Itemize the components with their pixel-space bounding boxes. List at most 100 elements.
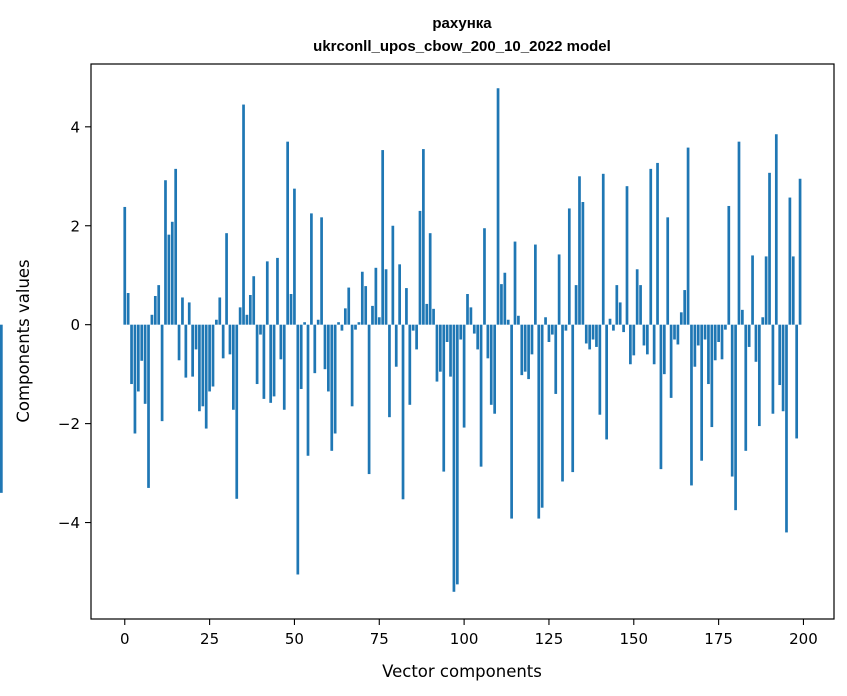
bar-33 xyxy=(235,324,239,499)
bar-154 xyxy=(646,324,649,355)
bar-94 xyxy=(442,324,446,472)
bar-1 xyxy=(126,293,130,325)
bar-65 xyxy=(343,308,347,325)
bar-105 xyxy=(479,324,483,467)
bar-51 xyxy=(296,324,300,575)
bar-10 xyxy=(157,285,161,325)
bar-69 xyxy=(357,322,361,325)
bar-142 xyxy=(605,324,608,440)
x-tick-label: 125 xyxy=(535,630,564,648)
bar-61 xyxy=(330,324,334,451)
bar-64 xyxy=(340,324,344,331)
bar-21 xyxy=(194,324,198,350)
bar-138 xyxy=(591,324,595,340)
bar-27 xyxy=(215,319,218,325)
bar-18 xyxy=(184,324,188,378)
bar-189 xyxy=(764,256,768,325)
bar-56 xyxy=(313,324,317,374)
bar-86 xyxy=(415,324,418,350)
bar-120 xyxy=(530,324,534,355)
bar-160 xyxy=(666,217,670,325)
chart-title-line1: рахунка xyxy=(432,15,492,32)
x-tick-label: 75 xyxy=(370,630,389,648)
bar-158 xyxy=(659,324,663,470)
bar-5 xyxy=(140,324,144,361)
bar-159 xyxy=(662,324,666,375)
bar-145 xyxy=(615,285,619,325)
bar-62 xyxy=(333,324,337,434)
bar-121 xyxy=(534,244,537,325)
bar-39 xyxy=(255,324,259,385)
bar-26 xyxy=(211,324,215,387)
bar-50 xyxy=(293,188,296,325)
bar-97 xyxy=(452,324,456,592)
bar-38 xyxy=(252,276,256,325)
bar-78 xyxy=(388,324,391,418)
bar-24 xyxy=(204,324,208,429)
bar-70 xyxy=(360,271,364,325)
bar-191 xyxy=(771,324,775,414)
bar-57 xyxy=(316,319,320,325)
bar-20 xyxy=(191,324,194,377)
bar-117 xyxy=(520,324,524,376)
bar-32 xyxy=(232,324,235,410)
bar-6 xyxy=(143,324,147,404)
bar-87 xyxy=(418,210,422,325)
bar-183 xyxy=(744,324,748,451)
y-tick-label: −4 xyxy=(58,514,80,532)
bar-166 xyxy=(686,147,690,325)
bar-98 xyxy=(455,324,459,585)
bar-19 xyxy=(187,302,191,325)
bar-182 xyxy=(741,309,744,325)
bar-8 xyxy=(150,314,154,325)
y-tick-label: −2 xyxy=(58,415,80,433)
bar-95 xyxy=(445,324,449,342)
bar-44 xyxy=(272,324,276,397)
bar-151 xyxy=(635,269,639,325)
bar-92 xyxy=(435,324,439,382)
x-axis-label: Vector components xyxy=(382,662,542,681)
bar-193 xyxy=(778,324,782,386)
bar-83 xyxy=(405,288,408,325)
x-tick-label: 200 xyxy=(789,630,818,648)
x-tick-label: 175 xyxy=(704,630,733,648)
bar-15 xyxy=(174,168,178,325)
bar-190 xyxy=(768,172,771,325)
bar-176 xyxy=(720,324,724,360)
ticks-group: 0 25 50 75 100 125 150 175 200 −4 −2 0 2 4 xyxy=(58,118,818,648)
bar-152 xyxy=(639,285,642,325)
y-tick-label: 2 xyxy=(70,217,80,235)
bar-177 xyxy=(724,324,727,330)
bar-12 xyxy=(164,180,167,325)
bar-80 xyxy=(394,324,398,367)
bar-139 xyxy=(595,324,598,347)
bar-84 xyxy=(408,324,412,405)
bar-3 xyxy=(133,324,137,434)
bar-167 xyxy=(690,324,693,486)
bar-155 xyxy=(649,168,653,325)
bar-31 xyxy=(228,324,232,355)
bar-127 xyxy=(554,324,558,394)
bar-40 xyxy=(259,324,262,335)
bar-90 xyxy=(428,233,432,325)
bar-25 xyxy=(208,324,211,392)
bar-41 xyxy=(262,324,266,399)
bar-13 xyxy=(167,234,171,325)
bar-0 xyxy=(123,206,127,325)
bar-104 xyxy=(476,324,480,350)
bar-141 xyxy=(601,173,605,325)
bar-178 xyxy=(727,205,731,325)
bar-181 xyxy=(737,141,741,325)
bar-79 xyxy=(391,225,395,325)
bar-9 xyxy=(153,295,157,325)
bar-165 xyxy=(683,290,687,325)
bar-103 xyxy=(472,324,476,334)
bar-37 xyxy=(248,295,252,325)
bar-110 xyxy=(496,88,500,325)
bar-4 xyxy=(136,324,140,392)
bar-88 xyxy=(422,149,425,325)
bar-59 xyxy=(323,324,327,370)
bar-16 xyxy=(177,324,181,361)
bar-171 xyxy=(703,324,707,340)
